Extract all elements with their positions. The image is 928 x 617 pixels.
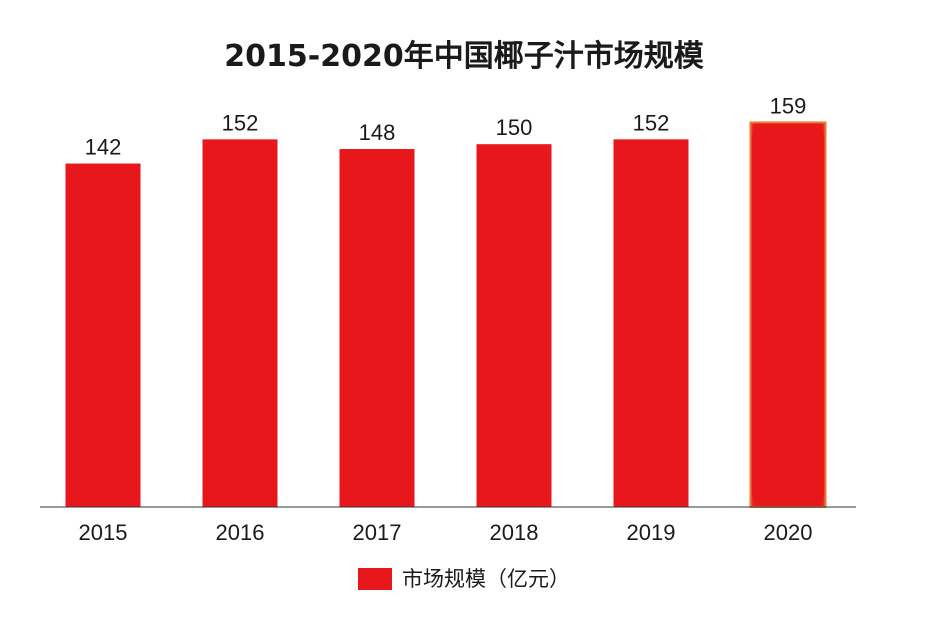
bar-2018 (476, 144, 552, 507)
value-label-2018: 150 (496, 115, 533, 140)
x-tick-label-2018: 2018 (490, 520, 539, 545)
legend-swatch (358, 568, 392, 590)
bar-2015 (65, 163, 141, 507)
chart-title: 2015-2020年中国椰子汁市场规模 (224, 39, 704, 74)
bar-2020 (749, 121, 827, 508)
value-label-2015: 142 (85, 135, 122, 160)
x-tick-label-2015: 2015 (79, 520, 128, 545)
x-tick-label-2020: 2020 (764, 520, 813, 545)
bar-2017 (339, 149, 415, 507)
x-tick-label-2019: 2019 (627, 520, 676, 545)
tick-labels-layer: 2015 2016 2017 2018 2019 2020 (79, 520, 813, 545)
bar-2016 (202, 139, 278, 507)
value-label-2017: 148 (359, 120, 396, 145)
bar-2019 (613, 139, 689, 507)
value-label-2019: 152 (633, 110, 670, 135)
value-label-2016: 152 (222, 110, 259, 135)
value-label-2020: 159 (770, 93, 807, 118)
legend: 市场规模（亿元） (0, 564, 928, 594)
value-labels-layer: 142 152 148 150 152 159 (85, 93, 807, 159)
x-tick-label-2016: 2016 (216, 520, 265, 545)
legend-label: 市场规模（亿元） (402, 567, 570, 591)
bars-layer (65, 121, 827, 508)
x-tick-label-2017: 2017 (353, 520, 402, 545)
